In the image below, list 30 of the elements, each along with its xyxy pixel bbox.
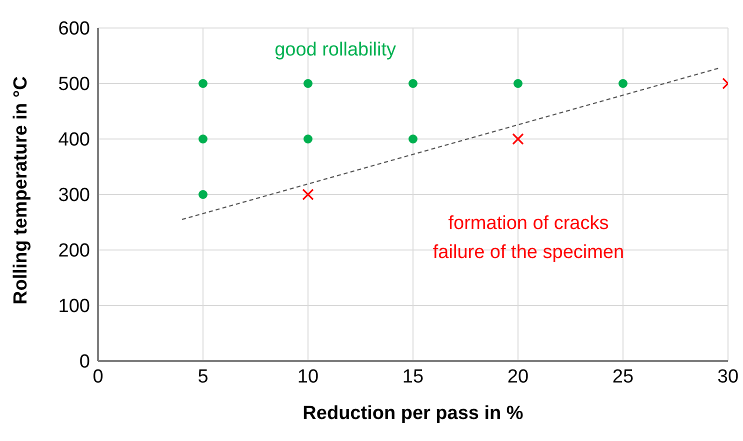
point: [408, 79, 418, 88]
y-tick-label: 200: [58, 240, 90, 262]
y-tick-label: 0: [79, 352, 90, 373]
x-tick-label: 10: [297, 366, 319, 388]
annotation: failure of the specimen: [432, 242, 624, 263]
y-axis-title: Rolling temperature in °C: [10, 76, 32, 304]
x-tick-label: 20: [507, 366, 529, 388]
point: [514, 79, 522, 88]
y-tick-label: 600: [58, 18, 90, 40]
x-axis-title: Reduction per pass in %: [302, 403, 524, 424]
x-tick-label: 5: [198, 366, 208, 388]
point: [302, 188, 314, 200]
x-tick-label: 30: [717, 366, 739, 388]
point: [408, 134, 418, 144]
y-tick-label: 500: [58, 74, 90, 96]
y-tick-label: 300: [58, 185, 90, 206]
x-tick-label: 15: [402, 366, 424, 388]
point: [304, 79, 312, 88]
point: [618, 79, 628, 88]
annotation: good rollability: [274, 39, 397, 60]
y-tick-label: 100: [58, 296, 90, 318]
point: [198, 79, 208, 88]
x-tick-label: 25: [612, 366, 634, 388]
point: [198, 134, 208, 144]
point: [512, 133, 524, 145]
point: [198, 190, 208, 199]
x-tick-label: 0: [92, 366, 104, 388]
y-tick-label: 400: [58, 130, 90, 151]
point: [304, 134, 312, 144]
annotation: formation of cracks: [448, 212, 609, 234]
